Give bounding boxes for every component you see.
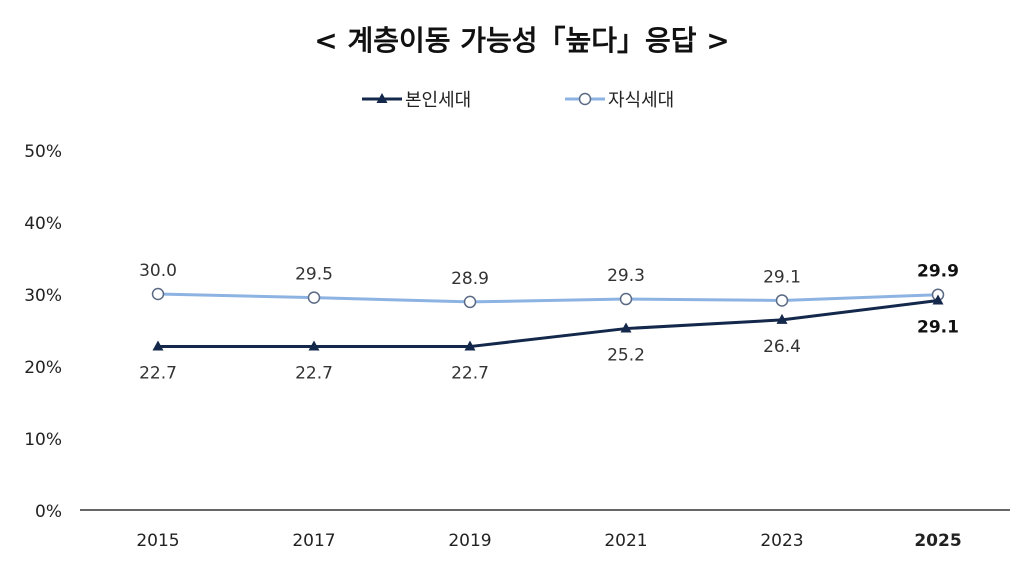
axes: 0% 10% 20% 30% 40% 50% 2015 2017 2019 2021 2023 202… xyxy=(24,142,1010,551)
x-tick-label: 2017 xyxy=(292,531,335,551)
data-point xyxy=(620,322,632,333)
data-point xyxy=(775,294,789,307)
data-label: 25.2 xyxy=(607,346,645,366)
x-tick-label: 2023 xyxy=(760,531,803,551)
series-line xyxy=(157,292,939,304)
legend-label: 본인세대 xyxy=(405,90,471,111)
data-label: 28.9 xyxy=(451,269,489,289)
legend-marker xyxy=(376,93,388,103)
series-1: 30.0 29.5 28.9 29.3 29.1 29.9 xyxy=(139,261,959,309)
legend-label: 자식세대 xyxy=(608,90,674,111)
y-tick-label: 50% xyxy=(24,142,62,162)
data-label: 29.3 xyxy=(607,266,645,286)
data-point xyxy=(307,291,321,304)
legend: 본인세대 자식세대 xyxy=(362,90,674,111)
legend-marker xyxy=(578,92,592,106)
data-label: 22.7 xyxy=(295,364,333,384)
x-tick-label: 2025 xyxy=(914,531,961,551)
data-point xyxy=(932,294,944,305)
y-tick-label: 30% xyxy=(24,286,62,306)
data-point xyxy=(308,340,320,351)
legend-item: 본인세대 xyxy=(362,90,471,111)
data-point xyxy=(152,340,164,351)
data-point xyxy=(619,292,633,306)
x-tick-label: 2015 xyxy=(136,531,179,551)
y-tick-label: 40% xyxy=(24,214,62,234)
data-label: 29.9 xyxy=(917,262,959,282)
data-label: 29.1 xyxy=(917,317,959,337)
data-label: 22.7 xyxy=(139,364,177,384)
y-tick-label: 10% xyxy=(24,430,62,450)
legend-item: 자식세대 xyxy=(565,90,674,111)
series-0: 22.7 22.7 22.7 25.2 26.4 29.1 xyxy=(139,294,959,384)
data-point xyxy=(776,313,788,324)
series-line xyxy=(158,298,939,349)
data-point xyxy=(151,287,165,301)
data-label: 26.4 xyxy=(763,337,801,357)
data-label: 29.1 xyxy=(763,267,801,287)
data-point xyxy=(463,295,477,309)
x-tick-label: 2019 xyxy=(448,531,491,551)
plot-area: 30.0 29.5 28.9 29.3 29.1 29.9 22.7 22.7 22.7 25.2… xyxy=(139,261,959,384)
y-tick-label: 20% xyxy=(24,358,62,378)
data-label: 22.7 xyxy=(451,364,489,384)
x-tick-label: 2021 xyxy=(604,531,647,551)
data-label: 30.0 xyxy=(139,261,177,281)
y-tick-label: 0% xyxy=(35,502,62,522)
chart-title: < 계층이동 가능성「높다」응답 > xyxy=(314,24,730,57)
data-label: 29.5 xyxy=(295,265,333,285)
data-point xyxy=(464,340,476,351)
